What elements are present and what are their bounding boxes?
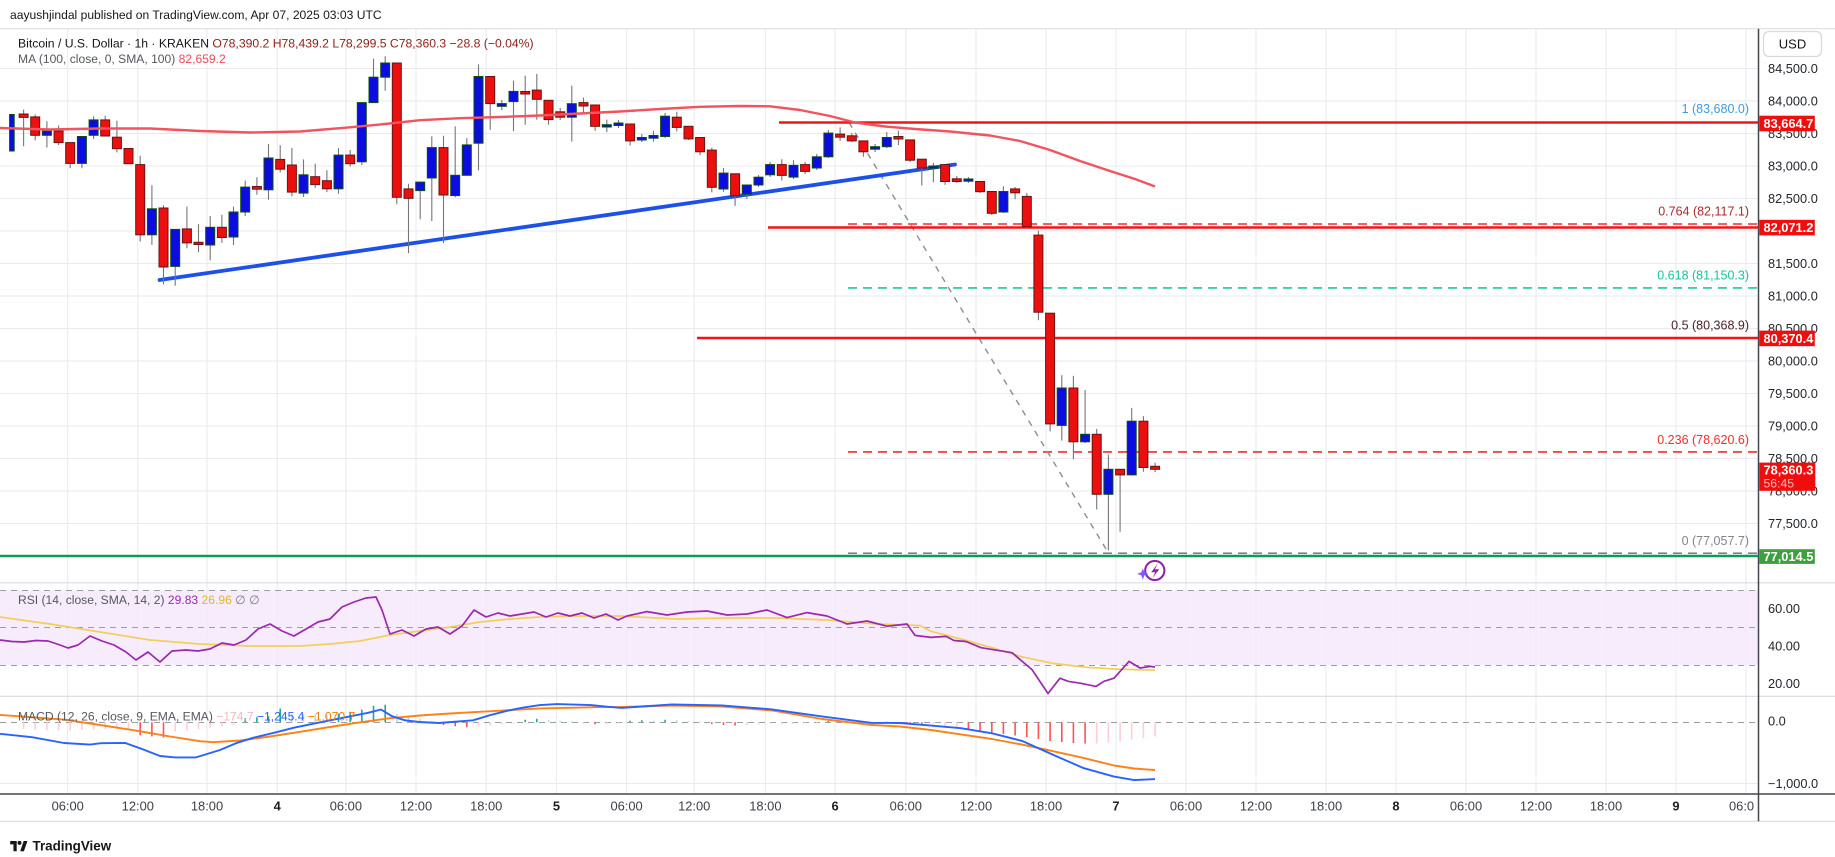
svg-text:06:00: 06:00 [890,799,922,814]
svg-text:0.236 (78,620.6): 0.236 (78,620.6) [1657,433,1749,447]
svg-text:81,000.0: 81,000.0 [1768,288,1818,303]
svg-text:80,000.0: 80,000.0 [1768,353,1818,368]
svg-text:0.618 (81,150.3): 0.618 (81,150.3) [1657,268,1749,282]
svg-text:1 (83,680.0): 1 (83,680.0) [1682,102,1749,116]
svg-text:77,014.5: 77,014.5 [1764,549,1814,564]
svg-text:7: 7 [1112,799,1119,814]
svg-text:0.5 (80,368.9): 0.5 (80,368.9) [1671,318,1749,332]
svg-text:USD: USD [1779,37,1806,52]
svg-text:18:00: 18:00 [1030,799,1062,814]
svg-text:18:00: 18:00 [749,799,781,814]
svg-text:−1,000.0: −1,000.0 [1768,776,1818,791]
svg-text:79,500.0: 79,500.0 [1768,386,1818,401]
svg-text:RSI (14, close, SMA, 14, 2) 29: RSI (14, close, SMA, 14, 2) 29.83 26.96 … [18,593,260,607]
svg-text:18:00: 18:00 [1310,799,1342,814]
svg-text:12:00: 12:00 [678,799,710,814]
svg-text:0 (77,057.7): 0 (77,057.7) [1682,534,1749,548]
svg-text:9: 9 [1672,799,1679,814]
svg-text:12:00: 12:00 [400,799,432,814]
svg-text:18:00: 18:00 [191,799,223,814]
svg-text:0.764 (82,117.1): 0.764 (82,117.1) [1658,204,1749,218]
svg-text:MACD (12, 26, close, 9, EMA, E: MACD (12, 26, close, 9, EMA, EMA) −174.7… [18,710,355,724]
svg-text:82,071.2: 82,071.2 [1764,220,1814,235]
svg-text:78,500.0: 78,500.0 [1768,451,1818,466]
svg-text:6: 6 [832,799,839,814]
svg-text:aayushjindal published on Trad: aayushjindal published on TradingView.co… [10,8,382,22]
svg-text:83,664.7: 83,664.7 [1764,116,1814,131]
svg-text:12:00: 12:00 [960,799,992,814]
svg-text:84,500.0: 84,500.0 [1768,61,1818,76]
svg-text:56:45: 56:45 [1764,476,1795,490]
svg-text:81,500.0: 81,500.0 [1768,256,1818,271]
svg-text:12:00: 12:00 [1520,799,1552,814]
svg-text:80,370.4: 80,370.4 [1764,331,1815,346]
svg-text:40.00: 40.00 [1768,638,1800,653]
svg-text:78,360.3: 78,360.3 [1764,462,1814,477]
svg-text:06:00: 06:00 [1450,799,1482,814]
svg-text:18:00: 18:00 [1590,799,1622,814]
svg-text:4: 4 [274,799,282,814]
svg-text:12:00: 12:00 [122,799,154,814]
svg-text:MA (100, close, 0, SMA, 100) 8: MA (100, close, 0, SMA, 100) 82,659.2 [18,52,226,66]
svg-text:06:00: 06:00 [330,799,362,814]
svg-text:12:00: 12:00 [1240,799,1272,814]
svg-text:77,500.0: 77,500.0 [1768,516,1818,531]
svg-text:06:00: 06:00 [610,799,642,814]
svg-text:0.0: 0.0 [1768,713,1786,728]
svg-text:8: 8 [1392,799,1399,814]
svg-text:18:00: 18:00 [470,799,502,814]
svg-text:Bitcoin / U.S. Dollar · 1h · K: Bitcoin / U.S. Dollar · 1h · KRAKEN O78,… [18,37,534,51]
svg-text:60.00: 60.00 [1768,601,1800,616]
svg-text:5: 5 [553,799,560,814]
svg-text:20.00: 20.00 [1768,676,1800,691]
svg-text:83,000.0: 83,000.0 [1768,158,1818,173]
svg-text:84,000.0: 84,000.0 [1768,93,1818,108]
svg-text:TradingView: TradingView [33,839,112,854]
svg-text:82,500.0: 82,500.0 [1768,191,1818,206]
svg-text:06:00: 06:00 [52,799,84,814]
svg-text:06:0: 06:0 [1729,799,1754,814]
svg-text:06:00: 06:00 [1170,799,1202,814]
svg-text:79,000.0: 79,000.0 [1768,418,1818,433]
